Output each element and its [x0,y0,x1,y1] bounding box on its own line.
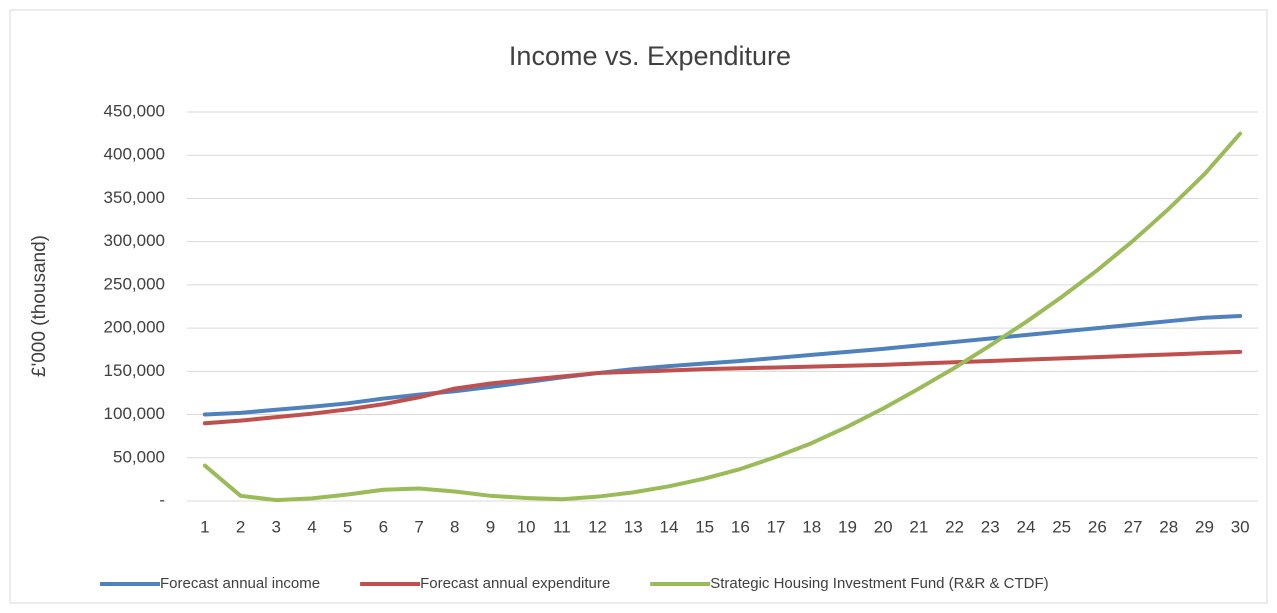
x-tick-label: 5 [343,517,352,536]
x-tick-label: 25 [1052,517,1071,536]
y-tick-label: 50,000 [113,447,165,466]
y-tick-label: 350,000 [104,188,165,207]
x-tick-label: 21 [909,517,928,536]
legend-label: Forecast annual income [160,575,320,592]
x-tick-label: 13 [624,517,643,536]
x-tick-label: 18 [802,517,821,536]
line-series [202,131,1243,503]
line-series [202,314,1243,417]
chart-border [9,9,1268,604]
x-tick-label: 24 [1016,517,1035,536]
x-tick-label: 12 [588,517,607,536]
y-tick-label: 200,000 [104,318,165,337]
y-axis-label: £'000 (thousand) [29,235,50,377]
x-tick-label: 8 [450,517,459,536]
x-tick-label: 2 [236,517,245,536]
y-tick-label: - [159,490,165,509]
y-tick-label: 450,000 [104,101,165,120]
x-tick-label: 23 [981,517,1000,536]
x-tick-label: 6 [379,517,388,536]
x-tick-label: 1 [200,517,209,536]
y-tick-label: 400,000 [104,145,165,164]
y-tick-label: 250,000 [104,274,165,293]
x-tick-label: 16 [731,517,750,536]
x-tick-label: 26 [1088,517,1107,536]
x-tick-label: 14 [659,517,678,536]
line-series [202,349,1243,426]
x-tick-label: 20 [874,517,893,536]
x-tick-label: 9 [486,517,495,536]
y-tick-label: 100,000 [104,404,165,423]
x-tick-label: 4 [307,517,316,536]
chart-title: Income vs. Expenditure [509,41,791,71]
x-tick-label: 19 [838,517,857,536]
x-tick-label: 29 [1195,517,1214,536]
x-tick-label: 28 [1159,517,1178,536]
x-tick-label: 10 [517,517,536,536]
legend-label: Forecast annual expenditure [420,575,610,592]
x-tick-label: 17 [767,517,786,536]
x-tick-label: 3 [272,517,281,536]
x-tick-label: 27 [1124,517,1143,536]
x-tick-label: 11 [553,517,571,536]
y-tick-label: 300,000 [104,231,165,250]
x-tick-label: 15 [695,517,714,536]
x-tick-label: 30 [1231,517,1250,536]
legend-label: Strategic Housing Investment Fund (R&R &… [710,575,1048,592]
x-tick-label: 7 [414,517,423,536]
x-tick-label: 22 [945,517,964,536]
y-tick-label: 150,000 [104,361,165,380]
